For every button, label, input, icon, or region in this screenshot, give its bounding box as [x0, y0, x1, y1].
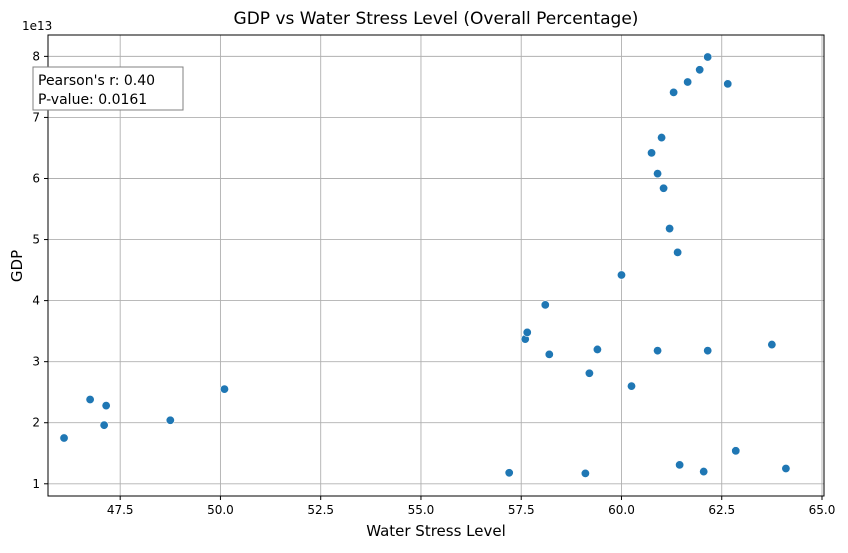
data-point [723, 79, 733, 89]
data-points [59, 52, 791, 478]
data-point [592, 344, 602, 354]
y-tick-label: 1 [32, 477, 40, 491]
data-point [647, 148, 657, 158]
data-point [504, 468, 514, 478]
y-tick-label: 3 [32, 355, 40, 369]
data-point [544, 349, 554, 359]
data-point [653, 346, 663, 356]
data-point [540, 300, 550, 310]
plot-frame [47, 34, 825, 497]
x-axis-label: Water Stress Level [366, 522, 506, 540]
data-point [522, 327, 532, 337]
y-tick-label: 5 [32, 233, 40, 247]
x-tick-label: 65.0 [809, 503, 836, 517]
data-point [767, 340, 777, 350]
data-point [673, 247, 683, 257]
y-tick-label: 7 [32, 110, 40, 124]
data-point [675, 460, 685, 470]
x-tick-label: 50.0 [207, 503, 234, 517]
data-point [703, 346, 713, 356]
x-tick-label: 52.5 [307, 503, 334, 517]
data-point [669, 87, 679, 97]
x-tick-label: 55.0 [408, 503, 435, 517]
data-point [699, 467, 709, 477]
data-point [616, 270, 626, 280]
data-point [703, 52, 713, 62]
x-tick-label: 62.5 [708, 503, 735, 517]
data-point [101, 401, 111, 411]
annotation-pearson: Pearson's r: 0.40 [38, 73, 155, 89]
data-point [99, 420, 109, 430]
data-point [731, 446, 741, 456]
stats-annotation: Pearson's r: 0.40 P-value: 0.0161 [32, 66, 184, 111]
y-tick-label: 8 [32, 49, 40, 63]
data-point [659, 183, 669, 193]
x-tick-label: 60.0 [608, 503, 635, 517]
data-point [683, 77, 693, 87]
data-point [665, 224, 675, 234]
y-tick-label: 2 [32, 416, 40, 430]
y-tick-label: 6 [32, 171, 40, 185]
y-axis-label: GDP [8, 250, 26, 282]
x-tick-label: 57.5 [508, 503, 535, 517]
data-point [584, 368, 594, 378]
data-point [657, 133, 667, 143]
data-point [695, 65, 705, 75]
data-point [627, 381, 637, 391]
data-point [165, 415, 175, 425]
data-point [653, 169, 663, 179]
data-point [219, 384, 229, 394]
data-point [580, 468, 590, 478]
y-axis-offset-label: 1e13 [22, 19, 52, 33]
data-point [781, 464, 791, 474]
chart-title: GDP vs Water Stress Level (Overall Perce… [234, 9, 639, 29]
x-tick-label: 47.5 [107, 503, 134, 517]
axis-ticks: 47.5 50.0 52.5 55.0 57.5 60.0 62.5 65.0 1 2 3 4 5 6 7 8 [32, 49, 835, 517]
annotation-pvalue: P-value: 0.0161 [38, 92, 147, 108]
grid [48, 35, 824, 496]
annotation-box [32, 66, 184, 111]
y-tick-label: 4 [32, 294, 40, 308]
data-point [85, 395, 95, 405]
data-point [59, 433, 69, 443]
